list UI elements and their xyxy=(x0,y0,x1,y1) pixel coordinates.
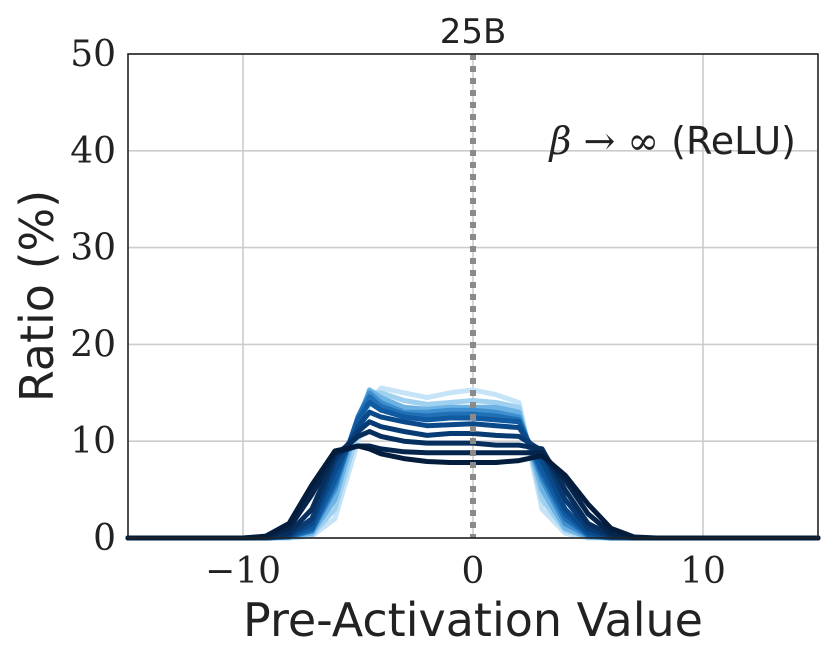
annotation-math: β → ∞ xyxy=(547,119,659,163)
ticks: −10 0 10 0 10 20 30 40 50 xyxy=(70,34,726,592)
y-tick-label: 50 xyxy=(70,34,116,75)
x-axis-label: Pre-Activation Value xyxy=(243,593,703,647)
x-tick-label: −10 xyxy=(205,551,281,592)
y-tick-label: 20 xyxy=(70,324,116,365)
relu-annotation: β → ∞ (ReLU) xyxy=(547,119,796,163)
y-axis-label: Ratio (%) xyxy=(10,190,64,402)
x-tick-label: 10 xyxy=(680,551,726,592)
y-tick-label: 40 xyxy=(70,131,116,172)
y-tick-label: 30 xyxy=(70,228,116,269)
chart-title: 25B xyxy=(440,12,507,52)
y-tick-label: 0 xyxy=(93,518,116,559)
y-tick-label: 10 xyxy=(70,421,116,462)
annotation-text: (ReLU) xyxy=(659,119,796,163)
x-tick-label: 0 xyxy=(462,551,485,592)
plot-frame xyxy=(127,53,819,539)
